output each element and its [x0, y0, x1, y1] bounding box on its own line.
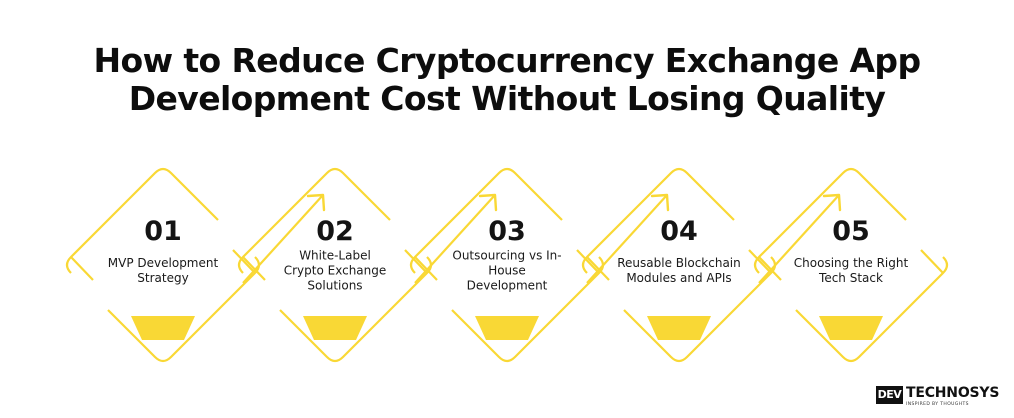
arrow-head-icon: [478, 193, 498, 212]
step-label-line: MVP Development: [108, 256, 219, 270]
step-label-line: Strategy: [137, 271, 188, 285]
title-line-2: Development Cost Without Losing Quality: [128, 79, 886, 118]
step-label: Choosing the Right Tech Stack: [794, 256, 909, 285]
step-bottom-fill: [475, 316, 539, 340]
step-bottom-fill: [819, 316, 883, 340]
page-title: How to Reduce Cryptocurrency Exchange Ap…: [0, 42, 1014, 118]
step-label-line: Development: [467, 279, 548, 293]
connector-arrow: [586, 194, 668, 284]
step-number: 02: [316, 216, 354, 247]
step-label-line: Solutions: [307, 279, 362, 293]
step-label: White-Label Crypto Exchange Solutions: [284, 249, 387, 293]
step-label-line: Outsourcing vs In-: [452, 249, 561, 263]
step-1: 01 MVP Development Strategy: [65, 167, 326, 363]
logo-mark: DEV: [876, 386, 903, 404]
title-line-1: How to Reduce Cryptocurrency Exchange Ap…: [93, 41, 922, 80]
logo-wordmark: TECHNOSYS: [906, 385, 1000, 401]
step-label-line: Tech Stack: [818, 271, 883, 285]
arrow-head-icon: [650, 193, 670, 212]
step-label-line: White-Label: [299, 249, 371, 263]
step-label: MVP Development Strategy: [108, 256, 219, 285]
step-label: Outsourcing vs In-House Development: [452, 249, 561, 293]
arrow-head-icon: [822, 193, 842, 212]
step-bottom-fill: [647, 316, 711, 340]
connector-arrow: [758, 194, 840, 284]
step-label-line: Choosing the Right: [794, 256, 909, 270]
step-bottom-fill: [303, 316, 367, 340]
step-label-line: Modules and APIs: [626, 271, 731, 285]
step-number: 03: [488, 216, 526, 247]
step-diamond-outline: [753, 167, 949, 363]
step-label-line: Reusable Blockchain: [617, 256, 741, 270]
step-5: 05 Choosing the Right Tech Stack: [753, 167, 949, 363]
step-number: 01: [144, 216, 182, 247]
logo-tagline: INSPIRED BY THOUGHTS: [906, 402, 969, 407]
connector-arrow: [242, 194, 324, 284]
step-number: 05: [832, 216, 870, 247]
step-4: 04 Reusable Blockchain Modules and APIs: [581, 167, 842, 363]
arrow-head-icon: [306, 193, 326, 212]
step-label-line: Crypto Exchange: [284, 264, 387, 278]
step-label-line: House: [488, 264, 526, 278]
step-bottom-fill: [131, 316, 195, 340]
step-label: Reusable Blockchain Modules and APIs: [617, 256, 741, 285]
connector-arrow: [414, 194, 496, 284]
step-number: 04: [660, 216, 698, 247]
company-logo: DEV TECHNOSYS INSPIRED BY THOUGHTS: [876, 384, 1000, 410]
